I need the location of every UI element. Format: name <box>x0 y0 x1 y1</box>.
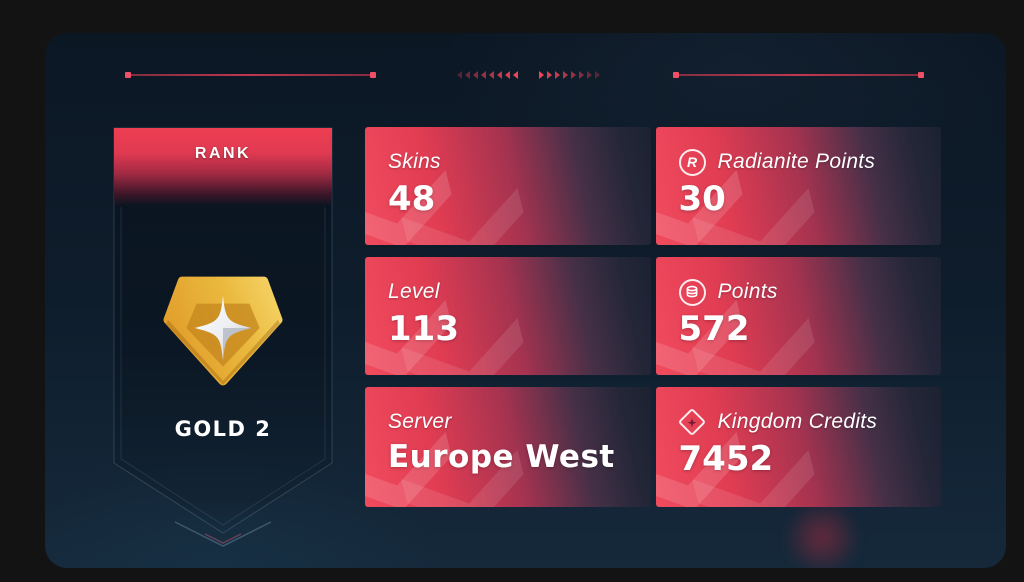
stats-panel: RANK <box>45 33 1006 568</box>
rank-panel: RANK <box>113 127 333 552</box>
stats-grid: Skins 48 R Radianite Points 30 Level 113 <box>365 127 941 539</box>
points-coin-icon <box>678 278 706 306</box>
rank-header-label: RANK <box>194 145 252 162</box>
radianite-points-label: Radianite Points <box>717 150 876 173</box>
radianite-icon: R <box>678 148 706 176</box>
decorative-line-left <box>125 72 376 78</box>
gold-rank-badge-icon <box>163 276 283 386</box>
server-value: Europe West <box>388 439 615 475</box>
stat-card-radianite-points: R Radianite Points 30 <box>655 127 941 245</box>
skins-label: Skins <box>388 150 441 173</box>
skins-value: 48 <box>388 179 436 219</box>
server-label: Server <box>388 410 452 433</box>
kingdom-credits-icon <box>677 407 706 437</box>
kingdom-credits-value: 7452 <box>678 439 774 479</box>
level-value: 113 <box>388 309 459 349</box>
stat-card-kingdom-credits: Kingdom Credits 7452 <box>655 387 941 507</box>
rank-header-banner: RANK <box>114 128 332 206</box>
kingdom-credits-label: Kingdom Credits <box>717 410 878 433</box>
points-value: 572 <box>678 309 750 349</box>
stat-card-skins: Skins 48 <box>365 127 651 245</box>
level-label: Level <box>388 280 440 303</box>
red-glow-decoration <box>787 495 857 568</box>
decorative-arrows-icon <box>456 69 600 81</box>
stat-card-level: Level 113 <box>365 257 651 375</box>
stat-card-server: Server Europe West <box>365 387 651 507</box>
rank-name: GOLD 2 <box>174 417 272 441</box>
stat-card-points: Points 572 <box>655 257 941 375</box>
radianite-points-value: 30 <box>678 179 726 219</box>
points-label: Points <box>717 280 778 303</box>
decorative-line-right <box>673 72 924 78</box>
